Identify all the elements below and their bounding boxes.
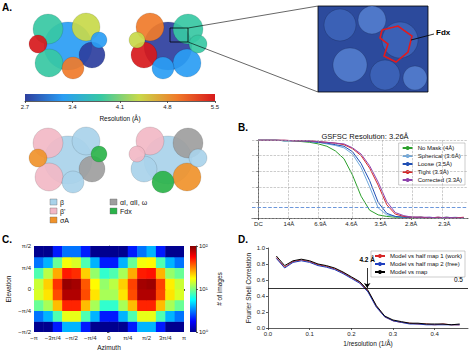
svg-text:4.8: 4.8 bbox=[163, 104, 172, 110]
svg-text:D.: D. bbox=[238, 234, 248, 245]
svg-text:3.4: 3.4 bbox=[68, 104, 77, 110]
svg-text:π/4: π/4 bbox=[123, 335, 133, 341]
svg-text:π/2: π/2 bbox=[22, 243, 32, 249]
svg-text:DC: DC bbox=[254, 221, 263, 227]
svg-text:0.6: 0.6 bbox=[257, 277, 266, 283]
svg-text:4.6Å: 4.6Å bbox=[345, 221, 357, 227]
svg-text:αI, αII, ω: αI, αII, ω bbox=[120, 199, 148, 206]
svg-text:0.3: 0.3 bbox=[389, 331, 398, 337]
svg-text:14Å: 14Å bbox=[284, 221, 295, 227]
svg-text:−π/2: −π/2 bbox=[18, 329, 31, 335]
svg-text:3π/4: 3π/4 bbox=[159, 335, 172, 341]
svg-text:Model vs map: Model vs map bbox=[390, 269, 428, 275]
svg-text:4.1: 4.1 bbox=[116, 104, 125, 110]
svg-text:−π: −π bbox=[30, 335, 38, 341]
svg-text:10⁰: 10⁰ bbox=[199, 329, 209, 335]
svg-text:π/2: π/2 bbox=[142, 335, 152, 341]
svg-text:Tight (3.3Å): Tight (3.3Å) bbox=[418, 169, 449, 175]
svg-text:σA: σA bbox=[60, 217, 69, 224]
svg-text:0.2: 0.2 bbox=[347, 331, 356, 337]
svg-text:−3π/4: −3π/4 bbox=[45, 335, 62, 341]
svg-text:0.0: 0.0 bbox=[256, 325, 265, 331]
svg-text:B.: B. bbox=[238, 122, 248, 133]
svg-text:0.4: 0.4 bbox=[257, 293, 266, 299]
svg-text:C.: C. bbox=[2, 234, 12, 245]
svg-text:Fdx: Fdx bbox=[120, 208, 132, 215]
svg-text:No Mask (4Å): No Mask (4Å) bbox=[418, 145, 455, 151]
svg-text:π/4: π/4 bbox=[22, 265, 32, 271]
svg-text:Model vs half map 1 (work): Model vs half map 1 (work) bbox=[390, 253, 462, 259]
svg-text:−π/4: −π/4 bbox=[84, 335, 97, 341]
svg-text:A.: A. bbox=[2, 2, 12, 13]
svg-text:Spherical (3.6Å): Spherical (3.6Å) bbox=[418, 153, 461, 159]
svg-text:Azimuth: Azimuth bbox=[97, 344, 121, 351]
svg-text:1.0: 1.0 bbox=[257, 245, 266, 251]
svg-text:GSFSC Resolution: 3.26Å: GSFSC Resolution: 3.26Å bbox=[321, 132, 408, 141]
svg-text:−π/4: −π/4 bbox=[18, 308, 31, 314]
svg-text:Fdx: Fdx bbox=[436, 28, 451, 37]
svg-text:6.9Å: 6.9Å bbox=[314, 221, 326, 227]
svg-text:π: π bbox=[182, 335, 186, 341]
svg-text:0: 0 bbox=[107, 335, 111, 341]
svg-text:Loose (3.5Å): Loose (3.5Å) bbox=[418, 161, 452, 167]
svg-text:β': β' bbox=[60, 208, 65, 216]
svg-text:4.2 Å: 4.2 Å bbox=[359, 255, 375, 263]
svg-text:# of images: # of images bbox=[216, 271, 224, 305]
svg-text:0.5: 0.5 bbox=[454, 276, 463, 283]
svg-text:Resolution (Å): Resolution (Å) bbox=[99, 114, 140, 123]
svg-text:0.4: 0.4 bbox=[430, 331, 439, 337]
svg-text:3.5Å: 3.5Å bbox=[374, 221, 386, 227]
svg-text:5.5: 5.5 bbox=[211, 104, 220, 110]
svg-text:0.2: 0.2 bbox=[257, 309, 266, 315]
svg-text:Elevation: Elevation bbox=[5, 275, 12, 302]
svg-text:β: β bbox=[60, 199, 64, 207]
svg-text:10¹: 10¹ bbox=[199, 286, 208, 292]
svg-text:−π/2: −π/2 bbox=[65, 335, 78, 341]
svg-text:2.8Å: 2.8Å bbox=[405, 221, 417, 227]
svg-text:0.8: 0.8 bbox=[257, 261, 266, 267]
svg-text:Corrected (3.3Å): Corrected (3.3Å) bbox=[418, 177, 462, 183]
svg-text:2.3Å: 2.3Å bbox=[438, 221, 450, 227]
svg-text:Model vs half map 2 (free): Model vs half map 2 (free) bbox=[390, 261, 460, 267]
svg-text:2.7: 2.7 bbox=[21, 104, 30, 110]
svg-text:0.0: 0.0 bbox=[264, 331, 273, 337]
svg-text:Fourier Shell Correlation: Fourier Shell Correlation bbox=[245, 252, 252, 323]
svg-text:0.1: 0.1 bbox=[305, 331, 314, 337]
svg-text:0: 0 bbox=[28, 286, 32, 292]
svg-text:10²: 10² bbox=[199, 243, 208, 249]
svg-text:1/resolution (1/Å): 1/resolution (1/Å) bbox=[343, 339, 393, 348]
